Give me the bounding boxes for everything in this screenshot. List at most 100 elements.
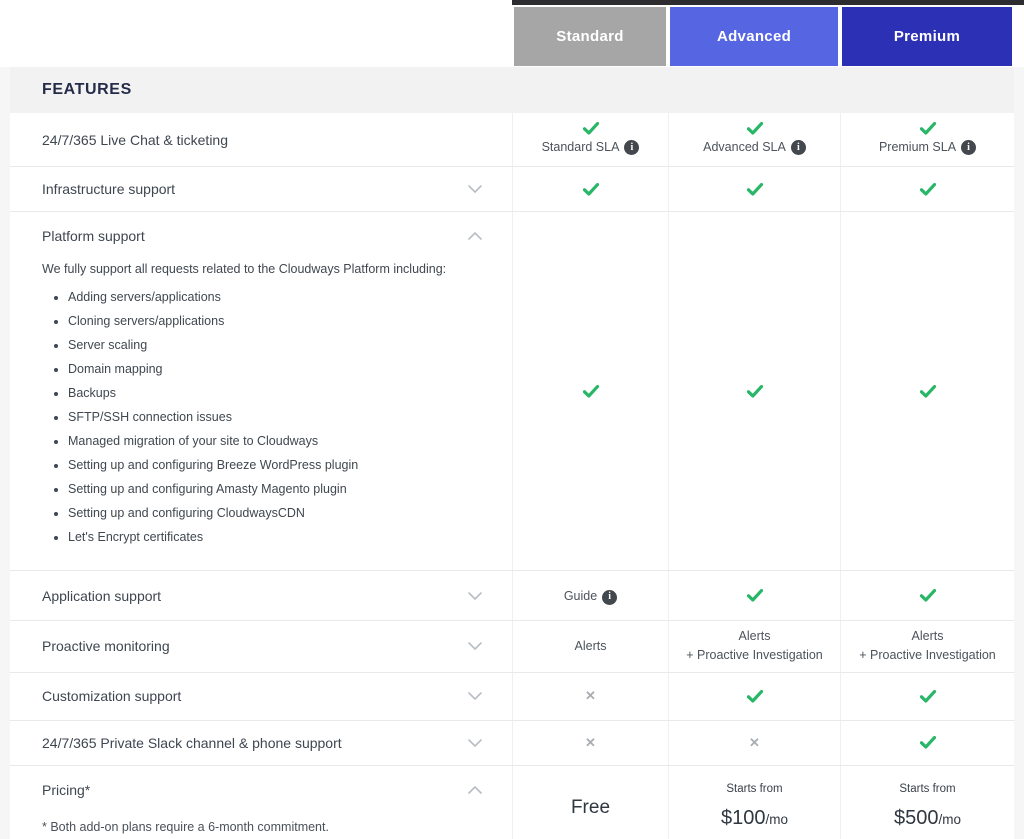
premium-cell [840, 167, 1014, 211]
chevron-down-icon[interactable] [464, 735, 486, 751]
top-dark-strip [512, 0, 1024, 5]
pricing-footnote: * Both add-on plans require a 6-month co… [42, 819, 329, 834]
standard-cell: Alerts [512, 621, 668, 672]
list-item: Managed migration of your site to Cloudw… [68, 434, 486, 448]
cell-label: Alerts [911, 629, 944, 643]
feature-row-platform-support: Platform support We fully support all re… [10, 212, 1014, 571]
plan-header-label: Premium [893, 28, 961, 45]
chevron-down-icon[interactable] [464, 688, 486, 704]
chevron-up-icon[interactable] [464, 782, 486, 798]
standard-cell [512, 212, 668, 570]
chevron-down-icon[interactable] [464, 181, 486, 197]
feature-label: 24/7/365 Live Chat & ticketing [42, 131, 229, 148]
advanced-cell: ✕ [668, 720, 840, 765]
list-item: Domain mapping [68, 362, 486, 376]
feature-cell: Proactive monitoring [10, 621, 512, 672]
advanced-cell: Starts from $100/mo [668, 765, 840, 839]
price-value: Free [570, 796, 611, 818]
cell-label: + Proactive Investigation [859, 648, 996, 663]
advanced-cell [668, 571, 840, 620]
price-prefix: Starts from [899, 782, 956, 795]
features-table: FEATURES 24/7/365 Live Chat & ticketing … [10, 67, 1014, 839]
feature-label: Proactive monitoring [42, 638, 170, 655]
premium-cell [840, 720, 1014, 765]
list-item: Adding servers/applications [68, 290, 486, 304]
feature-cell: Application support [10, 571, 512, 620]
advanced-cell: Advanced SLA i [668, 113, 840, 166]
list-item: Let's Encrypt certificates [68, 530, 486, 544]
feature-cell: Platform support We fully support all re… [10, 212, 512, 570]
chevron-down-icon[interactable] [464, 638, 486, 654]
chevron-up-icon[interactable] [464, 228, 486, 244]
list-item: SFTP/SSH connection issues [68, 410, 486, 424]
platform-support-list: Adding servers/applications Cloning serv… [68, 290, 486, 544]
feature-cell: 24/7/365 Private Slack channel & phone s… [10, 721, 512, 765]
premium-cell: Alerts + Proactive Investigation [840, 621, 1014, 672]
premium-cell [840, 212, 1014, 570]
info-icon[interactable]: i [790, 140, 806, 155]
check-icon [919, 182, 936, 196]
feature-row-infrastructure-support: Infrastructure support [10, 167, 1014, 212]
check-icon [746, 689, 763, 703]
cell-label: + Proactive Investigation [686, 648, 823, 663]
premium-cell [840, 672, 1014, 720]
info-icon[interactable]: i [961, 140, 977, 155]
advanced-cell [668, 212, 840, 570]
check-icon [919, 689, 936, 703]
list-item: Setting up and configuring Breeze WordPr… [68, 458, 486, 472]
check-icon [746, 384, 763, 398]
price-prefix: Starts from [726, 782, 783, 795]
cross-icon: ✕ [749, 734, 760, 750]
chevron-down-icon[interactable] [464, 588, 486, 604]
check-icon [919, 589, 936, 602]
check-icon [919, 736, 936, 749]
feature-label: Pricing* [42, 781, 91, 798]
price-value: $500/mo [893, 806, 961, 829]
platform-support-description: We fully support all requests related to… [42, 262, 447, 276]
standard-cell: ✕ [512, 720, 668, 765]
feature-row-application-support: Application support Guide i [10, 571, 1014, 621]
info-icon[interactable]: i [602, 589, 618, 605]
feature-row-slack-phone-support: 24/7/365 Private Slack channel & phone s… [10, 720, 1014, 766]
standard-cell: Standard SLA i [512, 113, 668, 166]
list-item: Cloning servers/applications [68, 314, 486, 328]
plan-header-label: Advanced [716, 28, 792, 45]
feature-label: 24/7/365 Private Slack channel & phone s… [42, 734, 342, 751]
feature-label: Customization support [42, 688, 182, 705]
feature-cell: Customization support [10, 673, 512, 720]
list-item: Server scaling [68, 338, 486, 352]
features-band: FEATURES [10, 67, 1014, 113]
check-icon [582, 384, 599, 398]
cross-icon: ✕ [585, 688, 596, 704]
check-icon [919, 121, 936, 135]
plan-header-standard[interactable]: Standard [514, 7, 666, 66]
plan-header-advanced[interactable]: Advanced [670, 7, 838, 66]
check-icon [582, 121, 599, 135]
standard-cell: Free [512, 765, 668, 839]
advanced-cell [668, 167, 840, 211]
feature-label: Platform support [42, 228, 145, 244]
check-icon [582, 182, 599, 196]
premium-cell: Starts from $500/mo [840, 765, 1014, 839]
feature-cell: Infrastructure support [10, 167, 512, 211]
feature-row-proactive-monitoring: Proactive monitoring Alerts Alerts + Pro… [10, 621, 1014, 673]
feature-row-live-chat: 24/7/365 Live Chat & ticketing Standard … [10, 113, 1014, 167]
cell-label: Advanced SLA [703, 139, 786, 154]
advanced-cell: Alerts + Proactive Investigation [668, 621, 840, 672]
feature-label: Infrastructure support [42, 181, 176, 197]
feature-label: Application support [42, 587, 162, 604]
header-spacer [10, 7, 512, 67]
features-heading: FEATURES [42, 81, 132, 98]
premium-cell: Premium SLA i [840, 113, 1014, 166]
cell-label: Premium SLA [878, 139, 957, 154]
feature-cell: 24/7/365 Live Chat & ticketing [10, 113, 512, 166]
cell-label: Alerts [738, 629, 771, 643]
plan-header-premium[interactable]: Premium [842, 7, 1012, 66]
cell-label: Standard SLA [541, 139, 620, 154]
check-icon [919, 384, 936, 398]
advanced-cell [668, 672, 840, 720]
price-value: $100/mo [720, 806, 788, 829]
info-icon[interactable]: i [624, 140, 640, 155]
feature-cell: Pricing* * Both add-on plans require a 6… [10, 766, 512, 839]
